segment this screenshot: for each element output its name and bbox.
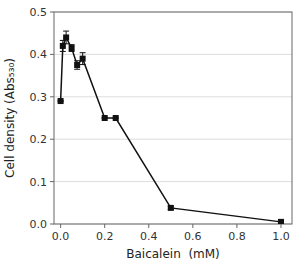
x-tick bbox=[192, 224, 193, 228]
point-marker bbox=[80, 56, 86, 62]
point-marker bbox=[168, 205, 174, 211]
error-cap bbox=[74, 69, 80, 70]
error-bar bbox=[63, 31, 69, 44]
point-marker bbox=[63, 34, 69, 40]
series-line bbox=[61, 37, 281, 221]
error-cap bbox=[60, 51, 66, 52]
y-tick-label: 0.2 bbox=[30, 133, 48, 146]
error-cap bbox=[69, 44, 75, 45]
x-tick-label: 0.4 bbox=[140, 230, 158, 243]
y-tick-label: 0.1 bbox=[30, 176, 48, 189]
error-bar bbox=[69, 45, 75, 52]
y-tick bbox=[50, 12, 54, 13]
y-tick-label: 0.5 bbox=[30, 6, 48, 19]
x-tick-label: 1.0 bbox=[272, 230, 290, 243]
point-marker bbox=[113, 115, 119, 121]
point-marker bbox=[58, 98, 64, 104]
point-marker bbox=[102, 115, 108, 121]
point-marker bbox=[69, 45, 75, 51]
error-cap bbox=[74, 60, 80, 61]
error-cap bbox=[80, 52, 86, 53]
error-bar bbox=[74, 61, 80, 69]
error-cap bbox=[80, 64, 86, 65]
x-tick-label: 0.8 bbox=[228, 230, 246, 243]
grid bbox=[54, 12, 292, 224]
x-tick bbox=[236, 224, 237, 228]
error-bar bbox=[80, 53, 86, 65]
error-cap bbox=[63, 31, 69, 32]
x-tick bbox=[280, 224, 281, 228]
y-tick-label: 0.3 bbox=[30, 91, 48, 104]
y-tick bbox=[50, 54, 54, 55]
point-marker bbox=[278, 219, 284, 224]
error-bar bbox=[60, 40, 66, 51]
axes: 0.0 0.2 0.4 0.6 0.8 1.0 0.0 0.1 0.2 0.3 0.4 0.5 bbox=[30, 6, 290, 243]
y-tick-label: 0.4 bbox=[30, 48, 48, 61]
error-cap bbox=[69, 51, 75, 52]
x-tick-label: 0.0 bbox=[52, 230, 70, 243]
y-axis-label: Cell density (Abs₅₃₀) bbox=[3, 58, 17, 178]
point-marker bbox=[60, 43, 66, 49]
y-tick bbox=[50, 224, 54, 225]
grid-line bbox=[54, 139, 292, 140]
x-tick bbox=[148, 224, 149, 228]
point-marker bbox=[74, 62, 80, 68]
grid-line bbox=[54, 96, 292, 97]
x-axis-label: Baicalein (mM) bbox=[126, 247, 220, 261]
y-tick bbox=[50, 181, 54, 182]
grid-line bbox=[54, 54, 292, 55]
x-tick bbox=[104, 224, 105, 228]
y-tick bbox=[50, 96, 54, 97]
x-tick-label: 0.6 bbox=[184, 230, 202, 243]
grid-line bbox=[54, 181, 292, 182]
y-tick-label: 0.0 bbox=[30, 218, 48, 231]
chart: 0.0 0.2 0.4 0.6 0.8 1.0 0.0 0.1 0.2 0.3 0.4 0.5 Baic… bbox=[0, 0, 304, 266]
x-tick bbox=[60, 224, 61, 228]
data bbox=[58, 31, 284, 224]
plot-frame bbox=[54, 12, 292, 224]
x-tick-label: 0.2 bbox=[96, 230, 114, 243]
y-tick bbox=[50, 139, 54, 140]
